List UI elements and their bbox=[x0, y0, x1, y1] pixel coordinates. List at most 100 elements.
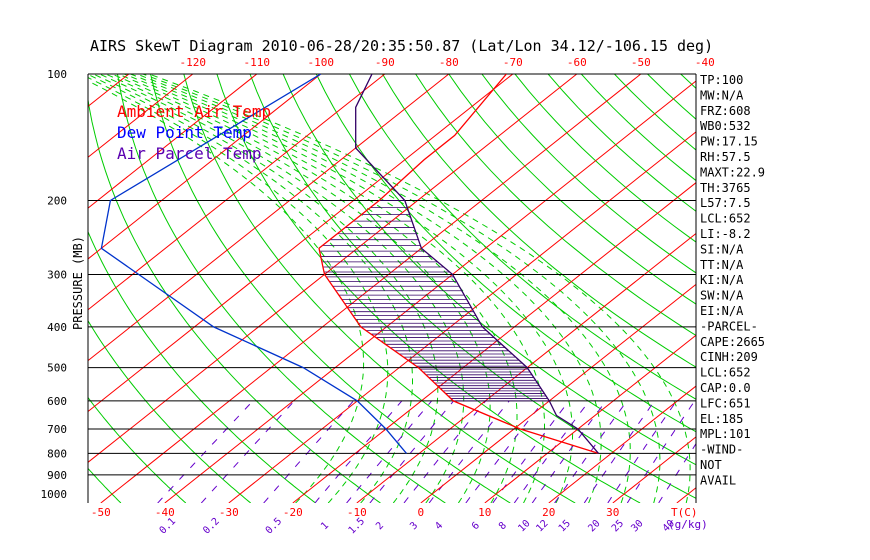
sounding-profiles bbox=[100, 74, 599, 455]
index-label: MAXT:22.9 bbox=[700, 165, 765, 179]
index-label: KI:N/A bbox=[700, 273, 744, 287]
mixing-ratio-line bbox=[607, 400, 677, 503]
top-temp-tick-label: -40 bbox=[695, 56, 715, 69]
legend-air-parcel-temp: Air Parcel Temp bbox=[117, 144, 262, 163]
bottom-temp-tick-label: 10 bbox=[478, 506, 491, 519]
background-lines bbox=[88, 74, 696, 503]
mixing-ratio-line bbox=[314, 400, 403, 503]
dry-adiabat bbox=[282, 74, 696, 466]
mixing-ratio-line bbox=[465, 400, 545, 503]
index-label: MW:N/A bbox=[700, 88, 744, 102]
mixing-ratio-line bbox=[513, 400, 590, 503]
chart-title: AIRS SkewT Diagram 2010-06-28/20:35:50.8… bbox=[90, 37, 713, 55]
legend-dew-point-temp: Dew Point Temp bbox=[117, 123, 252, 142]
isotherm bbox=[228, 131, 696, 503]
isotherm bbox=[164, 80, 696, 503]
moist-adiabat bbox=[88, 74, 413, 503]
index-label: RH:57.5 bbox=[700, 150, 751, 164]
ambient-air-temp-line bbox=[318, 74, 599, 455]
moist-adiabat bbox=[130, 74, 602, 503]
index-label: AVAIL bbox=[700, 473, 736, 487]
index-label: EI:N/A bbox=[700, 304, 744, 318]
index-label: SW:N/A bbox=[700, 289, 744, 303]
index-label: LCL:652 bbox=[700, 366, 751, 380]
mixing-ratio-line bbox=[531, 400, 607, 503]
isotherm bbox=[88, 74, 386, 311]
mixing-ratio-line bbox=[658, 442, 696, 503]
moist-adiabat bbox=[93, 74, 439, 503]
bottom-temp-tick-label: 20 bbox=[542, 506, 555, 519]
isotherm bbox=[88, 74, 258, 209]
index-label: TP:100 bbox=[700, 73, 743, 87]
top-temp-tick-label: -50 bbox=[631, 56, 651, 69]
mixing-ratio-line bbox=[428, 400, 510, 503]
isotherm bbox=[88, 74, 514, 413]
index-label: TT:N/A bbox=[700, 258, 744, 272]
bottom-temp-tick-label: -30 bbox=[219, 506, 239, 519]
dew-point-temp-line bbox=[100, 74, 407, 454]
index-label: CAPE:2665 bbox=[700, 335, 765, 349]
dry-adiabat bbox=[415, 74, 696, 337]
y-tick-label: 800 bbox=[47, 447, 67, 460]
dry-adiabat bbox=[481, 74, 696, 274]
top-temp-tick-label: -110 bbox=[244, 56, 271, 69]
mixing-ratio-line bbox=[626, 400, 696, 503]
dry-adiabat bbox=[150, 74, 511, 503]
index-label: -PARCEL- bbox=[700, 319, 758, 333]
isotherm bbox=[88, 74, 450, 362]
index-label: MPL:101 bbox=[700, 427, 751, 441]
mixing-ratio-line bbox=[492, 400, 570, 503]
y-tick-label: 200 bbox=[47, 194, 67, 207]
moist-adiabat bbox=[124, 74, 574, 503]
index-label: CINH:209 bbox=[700, 350, 758, 364]
moist-adiabat bbox=[105, 74, 491, 503]
isotherm bbox=[88, 74, 322, 260]
dry-adiabat bbox=[448, 74, 696, 305]
bottom-temp-tick-label: -20 bbox=[283, 506, 303, 519]
bottom-temp-tick-label: -40 bbox=[155, 506, 175, 519]
index-label: LFC:651 bbox=[700, 396, 751, 410]
bottom-temp-tick-label: 0 bbox=[417, 506, 424, 519]
isotherm bbox=[292, 182, 696, 503]
moist-adiabat bbox=[88, 80, 365, 503]
index-label: WB0:532 bbox=[700, 119, 751, 133]
mixing-ratio-line bbox=[263, 400, 354, 503]
index-label: SI:N/A bbox=[700, 242, 744, 256]
y-tick-label: 400 bbox=[47, 321, 67, 334]
x-axis-label: T(C) bbox=[671, 506, 698, 519]
y-tick-label: 1000 bbox=[41, 488, 68, 501]
mixing-ratio-line bbox=[369, 400, 454, 503]
mixing-ratio-line bbox=[583, 400, 656, 503]
index-label: L57:7.5 bbox=[700, 196, 751, 210]
mixing-ratio-unit: (g/kg) bbox=[668, 518, 708, 531]
y-tick-label: 900 bbox=[47, 469, 67, 482]
dry-adiabat bbox=[315, 74, 696, 433]
mixing-ratio-line bbox=[346, 400, 432, 503]
index-label: NOT bbox=[700, 458, 722, 472]
dry-adiabat bbox=[88, 319, 252, 503]
top-temp-tick-label: -60 bbox=[567, 56, 587, 69]
dry-adiabat bbox=[88, 96, 381, 503]
dry-adiabat bbox=[88, 230, 316, 503]
top-temp-tick-label: -100 bbox=[308, 56, 335, 69]
isotherm bbox=[484, 334, 696, 503]
air-parcel-temp-line bbox=[355, 74, 599, 454]
moist-adiabat bbox=[136, 74, 631, 503]
index-label: LI:-8.2 bbox=[700, 227, 751, 241]
isotherm bbox=[420, 283, 696, 503]
moist-adiabat bbox=[142, 74, 661, 503]
index-label: CAP:0.0 bbox=[700, 381, 751, 395]
y-tick-label: 600 bbox=[47, 395, 67, 408]
y-tick-label: 500 bbox=[47, 362, 67, 375]
index-label: LCL:652 bbox=[700, 212, 751, 226]
index-label: TH:3765 bbox=[700, 181, 751, 195]
top-temp-tick-label: -120 bbox=[180, 56, 207, 69]
isotherm bbox=[356, 232, 696, 503]
isotherm bbox=[88, 74, 194, 158]
top-temp-tick-label: -90 bbox=[375, 56, 395, 69]
index-label: -WIND- bbox=[700, 443, 743, 457]
isotherm bbox=[100, 74, 642, 503]
